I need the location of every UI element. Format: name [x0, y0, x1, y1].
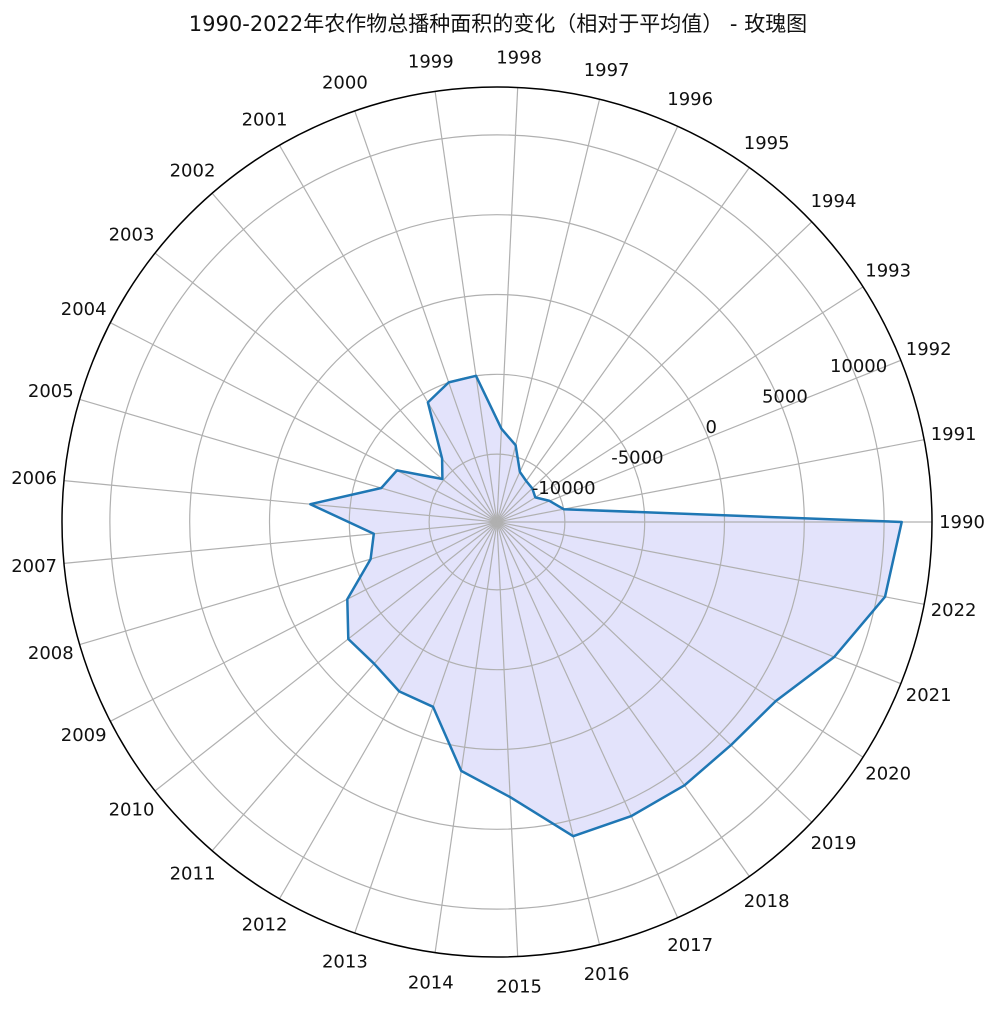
grid-spoke [79, 398, 498, 523]
angle-tick-label: 2012 [242, 915, 288, 936]
grid-spoke [496, 167, 750, 523]
grid-spoke [496, 126, 679, 523]
grid-spoke [496, 521, 519, 957]
angle-tick-label: 2016 [584, 964, 630, 985]
grid-spoke [354, 521, 498, 934]
grid-spoke [496, 286, 864, 523]
grid-spoke [278, 521, 498, 900]
angle-tick-label: 2000 [322, 73, 368, 94]
radial-tick-label: -5000 [611, 448, 663, 469]
grid-spoke [496, 359, 902, 523]
angle-tick-label: 2022 [931, 600, 977, 621]
angle-tick-label: 1991 [931, 424, 977, 445]
grid-spoke [63, 480, 498, 523]
angle-tick-label: 1996 [667, 89, 713, 110]
angle-tick-label: 1998 [496, 48, 542, 69]
chart-title: 1990-2022年农作物总播种面积的变化（相对于平均值） - 玫瑰图 [188, 12, 808, 36]
angle-tick-label: 2010 [109, 799, 155, 820]
angle-tick-label: 2002 [170, 161, 216, 182]
angle-tick-label: 2019 [811, 833, 857, 854]
grid-spoke [496, 521, 679, 918]
angle-tick-label: 2007 [11, 556, 57, 577]
grid-spoke [496, 521, 864, 758]
grid-spoke [154, 252, 498, 523]
angle-tick-label: 2001 [242, 109, 288, 130]
grid-spoke [434, 91, 498, 523]
angle-tick-label: 1990 [939, 512, 985, 533]
radial-tick-label: 10000 [830, 356, 887, 377]
grid-spoke [211, 192, 498, 523]
grid-spoke [496, 521, 925, 605]
angle-tick-label: 2015 [496, 977, 542, 998]
grid-spoke [110, 521, 498, 722]
angle-tick-label: 2020 [865, 763, 911, 784]
angle-tick-label: 2014 [408, 972, 454, 993]
grid-spoke [110, 322, 498, 523]
polar-frame [61, 86, 933, 958]
grid-spoke [496, 87, 519, 523]
radial-tick-label: 5000 [762, 386, 808, 407]
angle-tick-label: 1999 [408, 52, 454, 73]
grid-spoke [211, 521, 498, 852]
angle-tick-label: 2013 [322, 951, 368, 972]
grid-spoke [63, 521, 498, 564]
angle-tick-label: 2005 [28, 381, 74, 402]
grid-spoke [278, 144, 498, 523]
grid-spoke [354, 110, 498, 523]
angle-tick-label: 2018 [744, 891, 790, 912]
angle-tick-label: 1992 [906, 339, 952, 360]
radial-tick-label: -10000 [532, 478, 596, 499]
grid-spoke [434, 521, 498, 953]
angle-tick-label: 2017 [667, 935, 713, 956]
grid-spoke [496, 521, 601, 945]
grid-spoke [496, 521, 750, 877]
angle-tick-label: 2011 [170, 863, 216, 884]
angle-tick-label: 2009 [61, 725, 107, 746]
angle-tick-label: 2021 [906, 685, 952, 706]
angle-tick-label: 1993 [865, 261, 911, 282]
radial-tick-label: 0 [705, 417, 716, 438]
angle-tick-label: 2008 [28, 643, 74, 664]
series-line [309, 374, 903, 838]
angle-tick-label: 1995 [744, 133, 790, 154]
angle-tick-label: 2003 [109, 225, 155, 246]
grid-spoke [79, 521, 498, 646]
angle-tick-label: 2004 [61, 299, 107, 320]
grid-spoke [154, 521, 498, 792]
angle-tick-label: 1997 [584, 60, 630, 81]
grid-spoke [496, 521, 813, 823]
grid-spoke [496, 99, 601, 523]
grid-spoke [496, 221, 813, 523]
angle-tick-label: 2006 [11, 468, 57, 489]
angle-tick-label: 1994 [811, 191, 857, 212]
